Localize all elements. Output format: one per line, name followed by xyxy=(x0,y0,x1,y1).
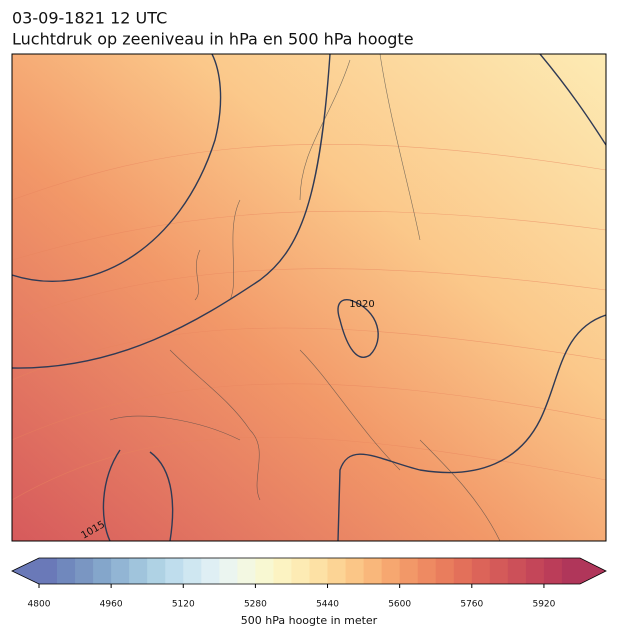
coastlines xyxy=(109,54,501,541)
isobar-label: 1020 xyxy=(349,299,374,310)
colorbar-swatch xyxy=(75,558,94,584)
pressure-isobars xyxy=(12,54,606,541)
colorbar-tick-label: 4960 xyxy=(100,600,123,610)
colorbar-swatch xyxy=(147,558,166,584)
colorbar-tick-label: 5600 xyxy=(388,600,411,610)
title-date: 03-09-1821 12 UTC xyxy=(12,9,167,28)
colorbar-swatch xyxy=(525,558,545,584)
colorbar-extend-high xyxy=(580,558,606,584)
colorbar-swatch xyxy=(57,558,76,584)
colorbar: 4800 4960 5120 5280 5440 5600 5760 5920 xyxy=(11,557,607,610)
colorbar-swatch xyxy=(39,558,58,584)
colorbar-swatch xyxy=(345,558,365,584)
colorbar-swatch xyxy=(129,558,148,584)
colorbar-swatch xyxy=(453,558,473,584)
colorbar-swatch xyxy=(363,558,383,584)
colorbar-tick-label: 5120 xyxy=(172,600,195,610)
colorbar-swatch xyxy=(399,558,419,584)
colorbar-swatch xyxy=(111,558,130,584)
colorbar-swatch xyxy=(237,558,256,584)
colorbar-label: 500 hPa hoogte in meter xyxy=(241,614,378,627)
map xyxy=(12,54,606,541)
colorbar-swatch xyxy=(489,558,509,584)
colorbar-swatch xyxy=(435,558,455,584)
colorbar-swatch xyxy=(183,558,202,584)
map-frame xyxy=(11,53,607,542)
colorbar-tick-label: 5920 xyxy=(532,600,555,610)
colorbar-swatch xyxy=(309,558,329,584)
colorbar-swatch xyxy=(255,558,274,584)
colorbar-tick-label: 5760 xyxy=(460,600,483,610)
colorbar-tick-label: 5280 xyxy=(244,600,267,610)
colorbar-swatch xyxy=(417,558,437,584)
colorbar-swatch xyxy=(291,558,310,584)
colorbar-extend-low xyxy=(12,558,39,584)
height-contours xyxy=(12,144,606,501)
colorbar-swatch xyxy=(165,558,184,584)
colorbar-tick-label: 4800 xyxy=(28,600,51,610)
colorbar-swatch xyxy=(471,558,491,584)
colorbar-swatch xyxy=(381,558,401,584)
colorbar-swatch xyxy=(219,558,238,584)
colorbar-swatch xyxy=(543,558,563,584)
colorbar-swatch xyxy=(201,558,220,584)
colorbar-tick-label: 5440 xyxy=(316,600,339,610)
colorbar-outline xyxy=(11,557,607,585)
colorbar-swatch xyxy=(93,558,112,584)
colorbar-swatch xyxy=(561,558,581,584)
colorbar-swatch xyxy=(327,558,347,584)
colorbar-swatch xyxy=(507,558,527,584)
title: Luchtdruk op zeeniveau in hPa en 500 hPa… xyxy=(12,30,414,49)
height-field xyxy=(12,54,606,541)
colorbar-swatch xyxy=(273,558,292,584)
